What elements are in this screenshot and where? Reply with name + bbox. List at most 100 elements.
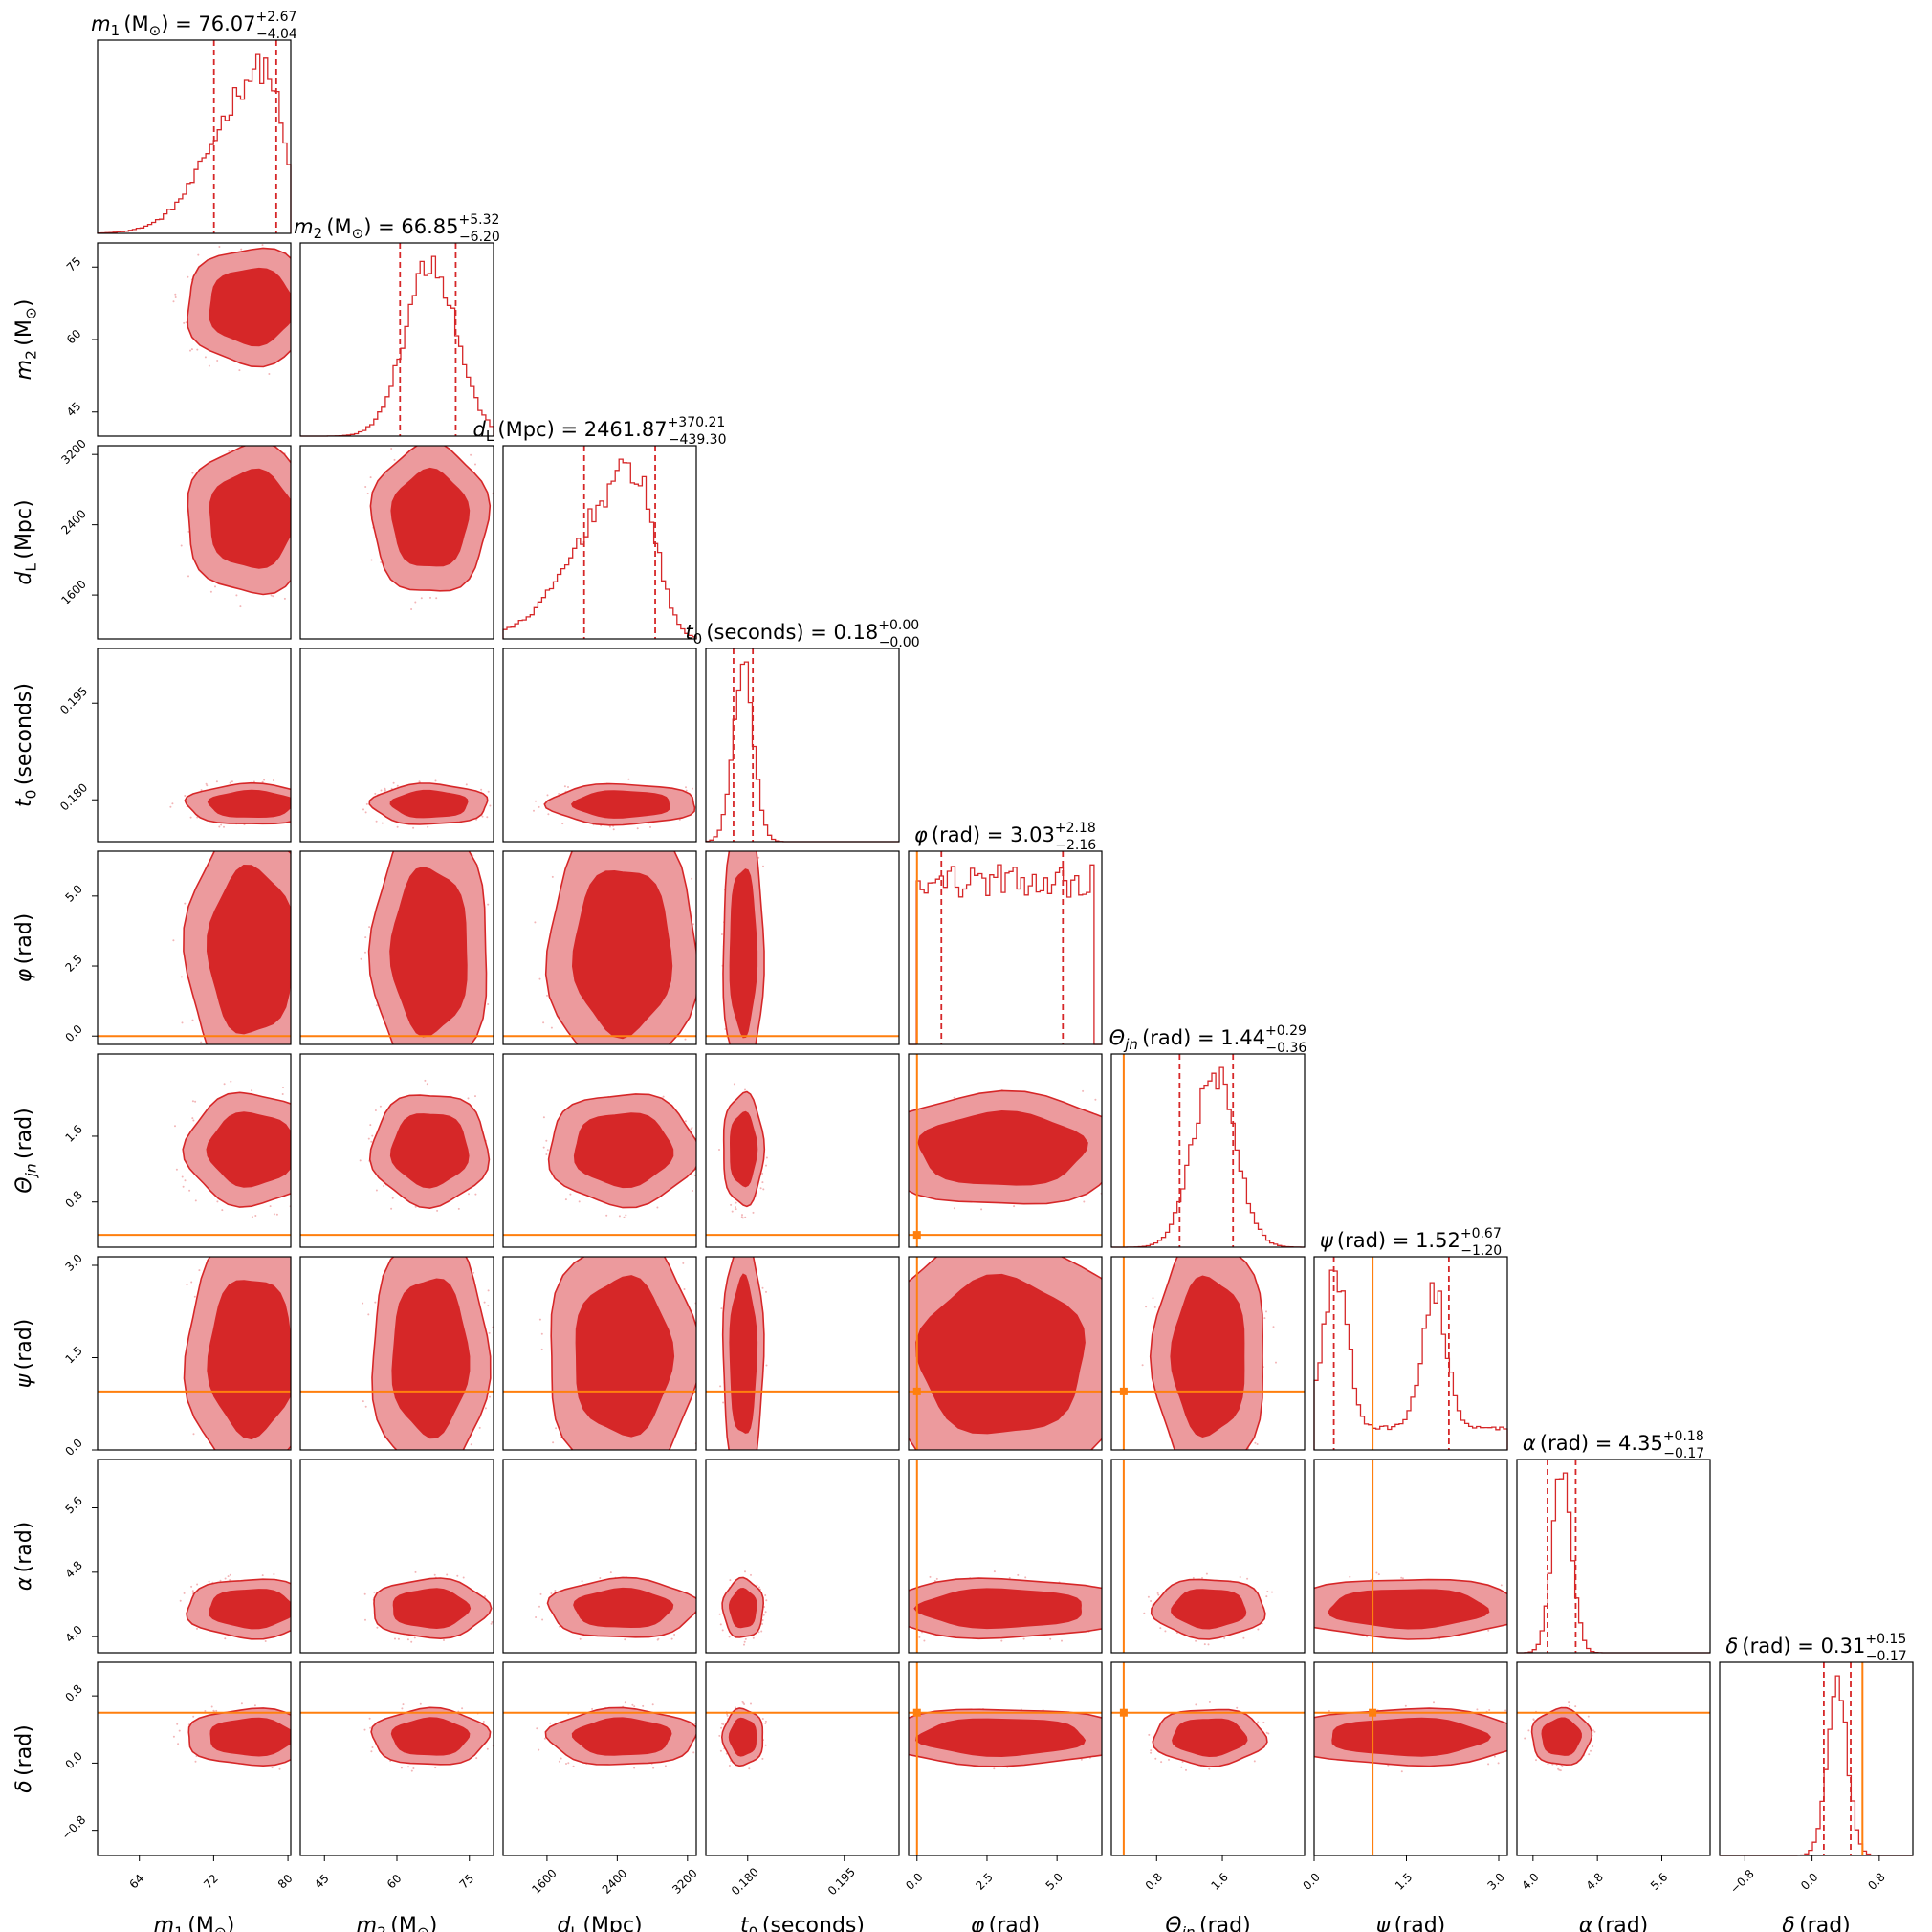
sample-dot bbox=[1232, 1496, 1234, 1498]
sample-dot bbox=[1207, 1643, 1210, 1646]
sample-dot bbox=[756, 1584, 758, 1587]
sample-dot bbox=[424, 1079, 427, 1082]
sample-dot bbox=[1024, 1576, 1027, 1579]
x-tick-label: 0.195 bbox=[825, 1865, 858, 1898]
sample-dot bbox=[426, 1238, 428, 1240]
sample-dot bbox=[542, 1146, 545, 1149]
sample-dot bbox=[191, 1100, 194, 1103]
sample-dot bbox=[698, 798, 700, 800]
sample-dot bbox=[993, 1767, 996, 1770]
sample-dot bbox=[736, 1471, 738, 1473]
sample-dot bbox=[611, 1070, 613, 1072]
sample-dot bbox=[364, 1618, 366, 1621]
sample-dot bbox=[215, 1468, 217, 1470]
sample-dot bbox=[414, 1205, 417, 1208]
sample-dot bbox=[373, 1052, 375, 1054]
sample-dot bbox=[303, 787, 305, 789]
sample-dot bbox=[649, 825, 651, 828]
sample-dot bbox=[734, 1706, 736, 1709]
sample-dot bbox=[216, 360, 219, 362]
panel-frame bbox=[908, 850, 1103, 1045]
sample-dot bbox=[189, 816, 192, 819]
sample-dot bbox=[306, 1463, 308, 1465]
contour-panel-dL-delta bbox=[502, 1661, 697, 1856]
sample-dot bbox=[1168, 1758, 1170, 1761]
sample-dot bbox=[499, 1166, 501, 1168]
sample-dot bbox=[302, 301, 304, 303]
sample-dot bbox=[876, 1182, 878, 1184]
sample-dot bbox=[861, 1751, 863, 1753]
sample-dot bbox=[1148, 1374, 1150, 1376]
sample-dot bbox=[1195, 1483, 1197, 1485]
x-tick-label: 1.5 bbox=[1393, 1870, 1415, 1892]
sample-dot bbox=[206, 784, 209, 787]
sample-dot bbox=[1263, 1317, 1266, 1320]
contour-panel-m1-alpha bbox=[97, 1459, 292, 1654]
sample-dot bbox=[538, 1318, 541, 1321]
sample-dot bbox=[1262, 1721, 1265, 1723]
sample-dot bbox=[868, 1154, 870, 1156]
contour-panel-dL-t0 bbox=[502, 648, 700, 843]
sample-dot bbox=[306, 497, 308, 499]
sample-dot bbox=[437, 1048, 439, 1050]
sample-dot bbox=[904, 1347, 906, 1349]
sample-dot bbox=[625, 1214, 627, 1217]
sample-dot bbox=[882, 1745, 884, 1747]
sample-dot bbox=[1377, 1573, 1380, 1576]
sample-dot bbox=[733, 1083, 735, 1086]
sample-dot bbox=[368, 926, 371, 929]
sample-dot bbox=[545, 1139, 548, 1142]
y-axis-label-dL: dL (Mpc) bbox=[12, 499, 40, 584]
sample-dot bbox=[494, 1598, 496, 1600]
sample-dot bbox=[296, 786, 297, 788]
contour-panel-m2-alpha bbox=[299, 1459, 496, 1654]
sample-dot bbox=[254, 1215, 257, 1217]
sample-dot bbox=[603, 1470, 604, 1472]
injection-marker bbox=[1119, 1387, 1128, 1395]
panel-content bbox=[503, 1701, 696, 1769]
sample-dot bbox=[229, 781, 231, 784]
contour-panel-m2-psi bbox=[299, 1238, 494, 1467]
sample-dot bbox=[750, 1240, 752, 1241]
sample-dot bbox=[555, 1427, 558, 1430]
sample-dot bbox=[558, 793, 560, 795]
sample-dot bbox=[207, 1480, 209, 1482]
sample-dot bbox=[870, 1726, 872, 1728]
sample-dot bbox=[268, 373, 271, 375]
sample-dot bbox=[371, 1134, 374, 1137]
sample-dot bbox=[200, 789, 203, 792]
sample-dot bbox=[879, 1356, 881, 1358]
panel-frame bbox=[705, 1256, 900, 1451]
sample-dot bbox=[251, 1216, 253, 1218]
x-tick-label: 4.0 bbox=[1519, 1870, 1541, 1892]
sample-dot bbox=[765, 1599, 768, 1602]
panel-content bbox=[180, 446, 308, 608]
sample-dot bbox=[1476, 1708, 1479, 1711]
y-tick-label: 0.0 bbox=[62, 1436, 84, 1458]
contour-inner bbox=[728, 1717, 757, 1757]
sample-dot bbox=[700, 1626, 702, 1628]
panel-content bbox=[706, 1083, 899, 1237]
x-tick-label: 2400 bbox=[600, 1866, 629, 1896]
x-tick-label: 75 bbox=[457, 1872, 477, 1892]
sample-dot bbox=[483, 1301, 486, 1304]
sample-dot bbox=[539, 1592, 542, 1595]
y-tick-label: 0.0 bbox=[62, 1022, 84, 1044]
contour-inner bbox=[389, 866, 468, 1038]
sample-dot bbox=[896, 1717, 898, 1719]
sample-dot bbox=[224, 1577, 227, 1580]
sample-dot bbox=[565, 1763, 567, 1765]
sample-dot bbox=[410, 608, 413, 610]
sample-dot bbox=[224, 1637, 227, 1640]
sample-dot bbox=[1152, 1297, 1154, 1300]
x-tick-label: 1.6 bbox=[1209, 1870, 1231, 1892]
sample-dot bbox=[252, 780, 255, 783]
x-axis-dL: 1600 2400 3200 dL (Mpc) bbox=[529, 1855, 700, 1932]
sample-dot bbox=[397, 1465, 399, 1467]
sample-dot bbox=[296, 1745, 297, 1747]
x-tick-label: 72 bbox=[201, 1872, 221, 1892]
sample-dot bbox=[1207, 1479, 1209, 1481]
sample-dot bbox=[391, 1067, 393, 1069]
sample-dot bbox=[1299, 1599, 1301, 1601]
contour-inner bbox=[570, 790, 670, 819]
